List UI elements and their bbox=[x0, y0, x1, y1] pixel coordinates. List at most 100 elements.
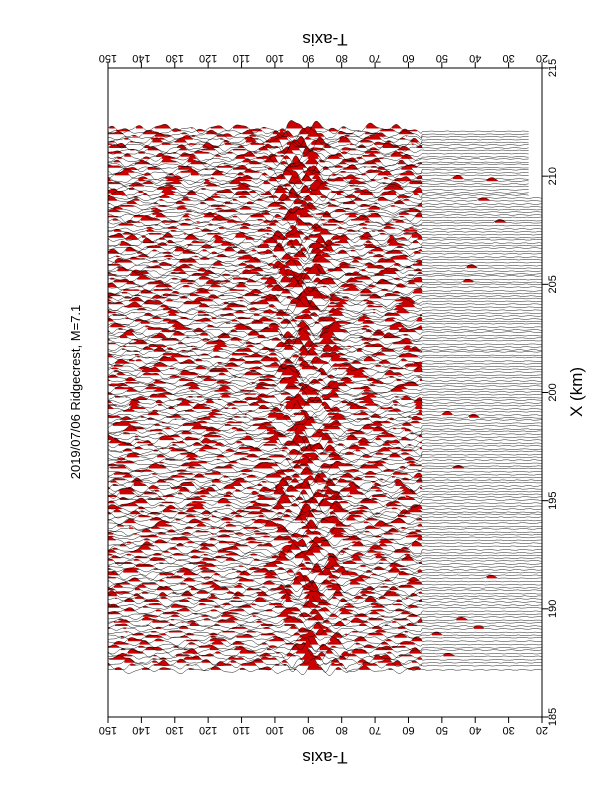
trace bbox=[107, 126, 529, 143]
trace-positive-fill bbox=[140, 318, 402, 324]
trace-positive-fill bbox=[108, 294, 415, 302]
trace-waveform bbox=[107, 649, 542, 669]
trace-positive-fill bbox=[108, 352, 419, 358]
trace-positive-fill bbox=[109, 649, 423, 660]
trace-positive-fill bbox=[134, 443, 423, 450]
trace-positive-fill bbox=[108, 349, 413, 356]
chart-title: 2019/07/06 Ridgecrest, M=7.1 bbox=[68, 305, 83, 480]
trace-positive-fill bbox=[126, 344, 423, 352]
trace-waveform bbox=[107, 320, 542, 335]
trace-waveform bbox=[107, 613, 542, 625]
trace-waveform bbox=[107, 542, 542, 558]
trace bbox=[107, 126, 529, 138]
trace-waveform bbox=[107, 593, 542, 604]
trace-positive-fill bbox=[112, 525, 423, 533]
bottom-tick-label: 130 bbox=[166, 724, 184, 736]
trace-positive-fill bbox=[112, 542, 410, 550]
trace-waveform bbox=[107, 228, 542, 247]
trace-positive-fill bbox=[113, 363, 423, 373]
trace bbox=[107, 136, 529, 155]
trace bbox=[108, 612, 542, 624]
trace bbox=[107, 553, 542, 568]
top-tick-label: 70 bbox=[369, 52, 381, 64]
bottom-tick-label: 70 bbox=[369, 724, 381, 736]
trace-positive-fill bbox=[124, 589, 423, 602]
trace-waveform bbox=[107, 444, 542, 460]
trace-waveform bbox=[107, 277, 542, 295]
trace-positive-fill bbox=[118, 485, 412, 492]
trace bbox=[107, 153, 529, 173]
trace bbox=[108, 559, 542, 574]
trace-waveform bbox=[107, 396, 542, 405]
trace-positive-fill bbox=[108, 461, 423, 467]
trace-positive-fill bbox=[113, 580, 415, 588]
trace-waveform bbox=[107, 550, 542, 562]
trace-positive-fill bbox=[126, 384, 404, 392]
trace bbox=[107, 521, 542, 534]
trace-waveform bbox=[107, 642, 542, 661]
trace bbox=[108, 413, 542, 423]
trace bbox=[107, 344, 542, 358]
trace bbox=[107, 277, 542, 295]
trace-positive-fill bbox=[108, 174, 464, 180]
top-tick-label: 60 bbox=[402, 52, 414, 64]
trace bbox=[107, 607, 542, 621]
trace-waveform bbox=[107, 218, 542, 229]
trace bbox=[107, 373, 542, 385]
trace-positive-fill bbox=[108, 564, 409, 570]
trace bbox=[107, 376, 542, 390]
trace-positive-fill bbox=[117, 266, 423, 272]
trace-waveform bbox=[107, 635, 542, 651]
trace-waveform bbox=[107, 475, 542, 485]
trace-waveform bbox=[107, 209, 542, 220]
trace-positive-fill bbox=[113, 588, 423, 594]
trace-positive-fill bbox=[108, 397, 423, 406]
trace bbox=[107, 593, 542, 604]
trace-waveform bbox=[107, 324, 542, 341]
trace bbox=[107, 613, 542, 625]
trace-positive-fill bbox=[110, 473, 423, 483]
trace bbox=[108, 511, 542, 523]
trace-waveform bbox=[107, 356, 542, 371]
trace-positive-fill bbox=[123, 340, 411, 347]
trace-waveform bbox=[107, 363, 542, 381]
trace-positive-fill bbox=[126, 423, 408, 430]
trace bbox=[107, 221, 542, 232]
trace-waveform bbox=[107, 126, 529, 143]
trace-waveform bbox=[107, 410, 542, 421]
trace bbox=[107, 291, 542, 314]
trace-positive-fill bbox=[129, 178, 423, 187]
trace-positive-fill bbox=[116, 250, 409, 258]
trace-waveform bbox=[107, 235, 542, 256]
top-tick-label: 150 bbox=[99, 52, 117, 64]
trace-positive-fill bbox=[108, 269, 415, 276]
trace bbox=[107, 391, 542, 404]
trace bbox=[107, 309, 542, 325]
trace-waveform bbox=[107, 202, 542, 216]
trace bbox=[107, 493, 542, 507]
trace-positive-fill bbox=[117, 366, 403, 376]
trace-positive-fill bbox=[123, 444, 413, 452]
trace-waveform bbox=[107, 382, 542, 402]
trace-waveform bbox=[107, 245, 542, 262]
trace-positive-fill bbox=[108, 472, 423, 478]
trace bbox=[107, 307, 542, 322]
distance-tick-label: 200 bbox=[547, 383, 559, 401]
trace-waveform bbox=[107, 391, 542, 404]
trace bbox=[107, 316, 542, 329]
trace-positive-fill bbox=[123, 326, 409, 336]
trace-waveform bbox=[107, 400, 542, 421]
trace-waveform bbox=[107, 221, 542, 232]
trace-positive-fill bbox=[117, 519, 423, 527]
trace-waveform bbox=[107, 442, 542, 457]
trace bbox=[107, 365, 542, 376]
trace-positive-fill bbox=[119, 416, 420, 424]
trace-waveform bbox=[107, 588, 542, 601]
trace-positive-fill bbox=[113, 154, 405, 163]
trace-waveform bbox=[107, 451, 542, 468]
trace-waveform bbox=[107, 130, 529, 143]
trace-positive-fill bbox=[125, 627, 409, 633]
trace-waveform bbox=[108, 642, 542, 653]
trace-positive-fill bbox=[115, 621, 418, 626]
trace-waveform bbox=[107, 515, 542, 533]
